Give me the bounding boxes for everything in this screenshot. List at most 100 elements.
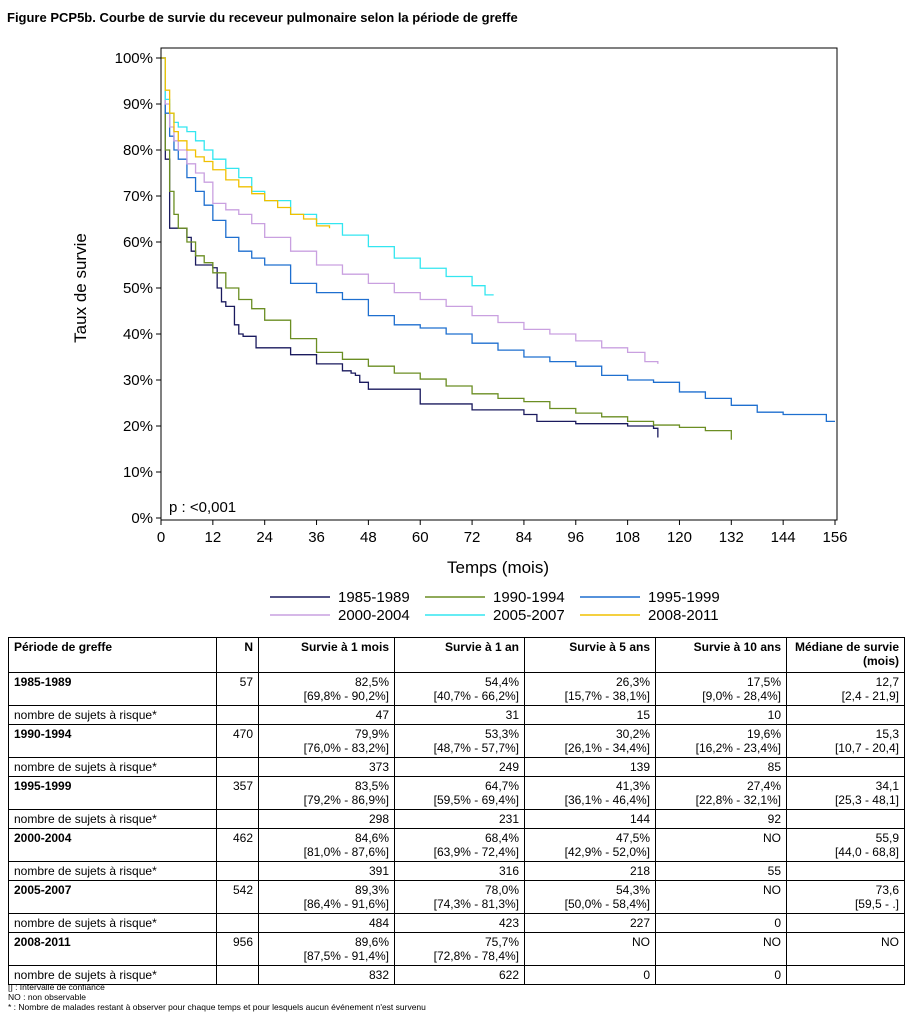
survival-value: 41,3% [615,779,650,793]
period-cell: 1995-1999 [8,776,217,810]
empty-cell [786,705,905,725]
risk-count: 484 [258,913,395,933]
risk-label: nombre de sujets à risque* [8,965,217,985]
survival-cell: 30,2% [26,1% - 34,4%] [524,724,656,758]
n-cell: 470 [216,724,259,758]
empty-cell [786,757,905,777]
risk-count: 0 [524,965,656,985]
series-line-2005-2007 [161,57,494,296]
y-tick-label: 30% [123,372,153,389]
x-tick-label: 12 [205,529,222,546]
risk-count: 144 [524,809,656,829]
n-cell: 462 [216,828,259,862]
risk-row: nombre de sujets à risque* 391 316 218 55 [8,861,905,881]
empty-cell [786,861,905,881]
table-row: 1985-1989 57 82,5% [69,8% - 90,2%] 54,4% [40,… [8,672,905,706]
period-cell: 1990-1994 [8,724,217,758]
x-axis-label: Temps (mois) [447,558,549,577]
table-row: 1990-1994 470 79,9% [76,0% - 83,2%] 53,3% [48… [8,724,905,758]
risk-count: 0 [655,965,787,985]
risk-label: nombre de sujets à risque* [8,861,217,881]
x-tick-label: 36 [308,529,325,546]
confidence-interval: [36,1% - 46,4%] [564,793,650,807]
confidence-interval: [86,4% - 91,6%] [303,897,389,911]
confidence-interval: [63,9% - 72,4%] [433,845,519,859]
survival-value: 75,7% [484,935,519,949]
x-tick-label: 24 [256,529,273,546]
survival-value: 83,5% [354,779,389,793]
survival-cell: NO [524,932,656,966]
risk-row: nombre de sujets à risque* 373 249 139 85 [8,757,905,777]
survival-cell: 75,7% [72,8% - 78,4%] [394,932,525,966]
survival-cell: 68,4% [63,9% - 72,4%] [394,828,525,862]
x-tick-label: 60 [412,529,429,546]
y-axis-label: Taux de survie [71,233,90,343]
survival-cell: 34,1 [25,3 - 48,1] [786,776,905,810]
survival-value: NO [763,935,781,949]
empty-cell [786,913,905,933]
survival-value: 89,6% [354,935,389,949]
confidence-interval: [10,7 - 20,4] [834,741,899,755]
survival-value: 53,3% [484,727,519,741]
survival-cell: NO [786,932,905,966]
empty-cell [786,965,905,985]
risk-row: nombre de sujets à risque* 484 423 227 0 [8,913,905,933]
footnotes: [] : Intervalle de confiance NO : non ob… [8,982,426,1012]
risk-row: nombre de sujets à risque* 298 231 144 92 [8,809,905,829]
risk-count: 92 [655,809,787,829]
survival-chart: 0% 10% 20% 30% 40% 50% 60% 70% 80% 90% 100% 0 12 24 36… [71,47,848,624]
empty-cell [216,705,259,725]
x-tick-label: 132 [719,529,744,546]
survival-value: 64,7% [484,779,519,793]
period-cell: 1985-1989 [8,672,217,706]
table-header-row: Période de greffe N Survie à 1 mois Surv… [8,637,905,673]
survival-cell: 15,3 [10,7 - 20,4] [786,724,905,758]
header-survie-1-mois: Survie à 1 mois [258,637,395,673]
n-cell: 542 [216,880,259,914]
y-tick-label: 20% [123,418,153,435]
survival-cell: 89,6% [87,5% - 91,4%] [258,932,395,966]
confidence-interval: [72,8% - 78,4%] [433,949,519,963]
n-cell: 57 [216,672,259,706]
y-tick-label: 10% [123,464,153,481]
legend-label: 2000-2004 [338,607,410,624]
confidence-interval: [15,7% - 38,1%] [564,689,650,703]
empty-cell [216,861,259,881]
confidence-interval: [16,2% - 23,4%] [695,741,781,755]
empty-cell [786,809,905,829]
survival-cell: 55,9 [44,0 - 68,8] [786,828,905,862]
legend-label: 1985-1989 [338,589,410,606]
legend-label: 1990-1994 [493,589,565,606]
series-line-1985-1989 [161,57,659,438]
risk-label: nombre de sujets à risque* [8,913,217,933]
confidence-interval: [59,5 - .] [854,897,899,911]
header-mediane: Médiane de survie (mois) [786,637,905,673]
survival-cell: 89,3% [86,4% - 91,6%] [258,880,395,914]
survival-cell: 78,0% [74,3% - 81,3%] [394,880,525,914]
risk-count: 0 [655,913,787,933]
survival-cell: NO [655,828,787,862]
survival-cell: 17,5% [9,0% - 28,4%] [655,672,787,706]
series-line-2008-2011 [161,57,331,229]
survival-value: 55,9 [875,831,899,845]
survival-value: 79,9% [354,727,389,741]
risk-label: nombre de sujets à risque* [8,705,217,725]
survival-cell: 27,4% [22,8% - 32,1%] [655,776,787,810]
survival-cell: 47,5% [42,9% - 52,0%] [524,828,656,862]
table-row: 1995-1999 357 83,5% [79,2% - 86,9%] 64,7% [59… [8,776,905,810]
survival-value: NO [632,935,650,949]
confidence-interval: [87,5% - 91,4%] [303,949,389,963]
confidence-interval: [25,3 - 48,1] [834,793,899,807]
table-row: 2000-2004 462 84,6% [81,0% - 87,6%] 68,4% [63… [8,828,905,862]
survival-value: 78,0% [484,883,519,897]
confidence-interval: [44,0 - 68,8] [834,845,899,859]
period-cell: 2008-2011 [8,932,217,966]
survival-cell: 19,6% [16,2% - 23,4%] [655,724,787,758]
header-survie-1-an: Survie à 1 an [394,637,525,673]
risk-count: 249 [394,757,525,777]
survival-value: 89,3% [354,883,389,897]
survival-value: NO [763,831,781,845]
risk-count: 231 [394,809,525,829]
risk-count: 832 [258,965,395,985]
header-periode: Période de greffe [8,637,217,673]
